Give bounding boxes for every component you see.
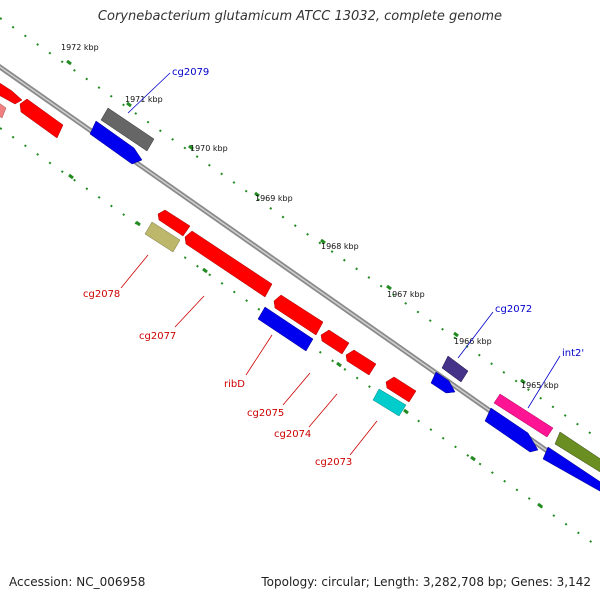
- leader-line: [527, 355, 561, 409]
- scale-label: 1968 kbp: [321, 242, 359, 251]
- gene-label-cg2075[interactable]: cg2075: [247, 408, 284, 419]
- leader-line: [349, 420, 378, 456]
- reverse-strand-genes: [0, 98, 417, 417]
- gene-arrow-cg2078[interactable]: [144, 221, 181, 253]
- gene-arrow-cg2077[interactable]: [184, 230, 273, 298]
- leader-line: [457, 311, 494, 359]
- leader-line: [282, 372, 311, 406]
- gene-label-cg2079[interactable]: cg2079: [172, 67, 209, 78]
- scale-label: 1970 kbp: [190, 144, 228, 153]
- gene-label-ribD[interactable]: ribD: [224, 379, 245, 390]
- scale-label: 1965 kbp: [521, 381, 559, 390]
- gene-arrow[interactable]: [385, 376, 417, 403]
- gene-label-cg2072[interactable]: cg2072: [495, 304, 532, 315]
- gene-arrow[interactable]: [273, 294, 324, 336]
- leader-line: [127, 72, 171, 114]
- scale-label: 1972 kbp: [61, 43, 99, 52]
- gene-arrow[interactable]: [484, 407, 539, 453]
- gene-arrow-cg2079[interactable]: [100, 107, 155, 152]
- gene-arrow-cg2074[interactable]: [345, 349, 377, 376]
- gene-labels: cg2079 cg2078 cg2077 ribD cg2075 cg2074 …: [83, 67, 584, 468]
- scale-label: 1969 kbp: [255, 194, 293, 203]
- scale-label: 1971 kbp: [125, 95, 163, 104]
- gene-label-cg2073[interactable]: cg2073: [315, 457, 352, 468]
- gene-arrow-cg2073[interactable]: [372, 388, 407, 417]
- genome-info-text: Topology: circular; Length: 3,282,708 bp…: [261, 575, 591, 589]
- leader-line: [245, 334, 273, 376]
- gene-arrow-cg2072[interactable]: [441, 355, 469, 383]
- gene-arrow-int2[interactable]: [493, 393, 554, 438]
- leader-line: [174, 295, 205, 328]
- gene-label-cg2078[interactable]: cg2078: [83, 289, 120, 300]
- accession-text: Accession: NC_006958: [9, 575, 146, 589]
- scale-label: 1966 kbp: [454, 337, 492, 346]
- gene-arrow[interactable]: [430, 371, 456, 394]
- gene-label-cg2077[interactable]: cg2077: [139, 331, 176, 342]
- gene-arrow[interactable]: [19, 98, 64, 139]
- leader-line: [120, 254, 149, 289]
- map-title: Corynebacterium glutamicum ATCC 13032, c…: [97, 9, 503, 24]
- scale-label: 1967 kbp: [387, 290, 425, 299]
- gene-arrow[interactable]: [542, 446, 600, 494]
- gene-arrow[interactable]: [157, 209, 191, 237]
- kbp-major-ticks: [66, 59, 526, 385]
- gene-arrow[interactable]: [89, 120, 143, 165]
- gene-arrow-ribD[interactable]: [257, 306, 314, 352]
- gene-label-cg2074[interactable]: cg2074: [274, 429, 311, 440]
- scale-ring-outer: [0, 17, 600, 441]
- gene-arrow[interactable]: [0, 100, 7, 119]
- leader-line: [308, 393, 338, 428]
- forward-strand-genes: [0, 80, 600, 494]
- gene-arrow[interactable]: [554, 431, 600, 475]
- gene-arrow-cg2075[interactable]: [320, 329, 350, 355]
- gene-label-int2[interactable]: int2': [562, 348, 584, 359]
- gene-arrow[interactable]: [0, 80, 23, 105]
